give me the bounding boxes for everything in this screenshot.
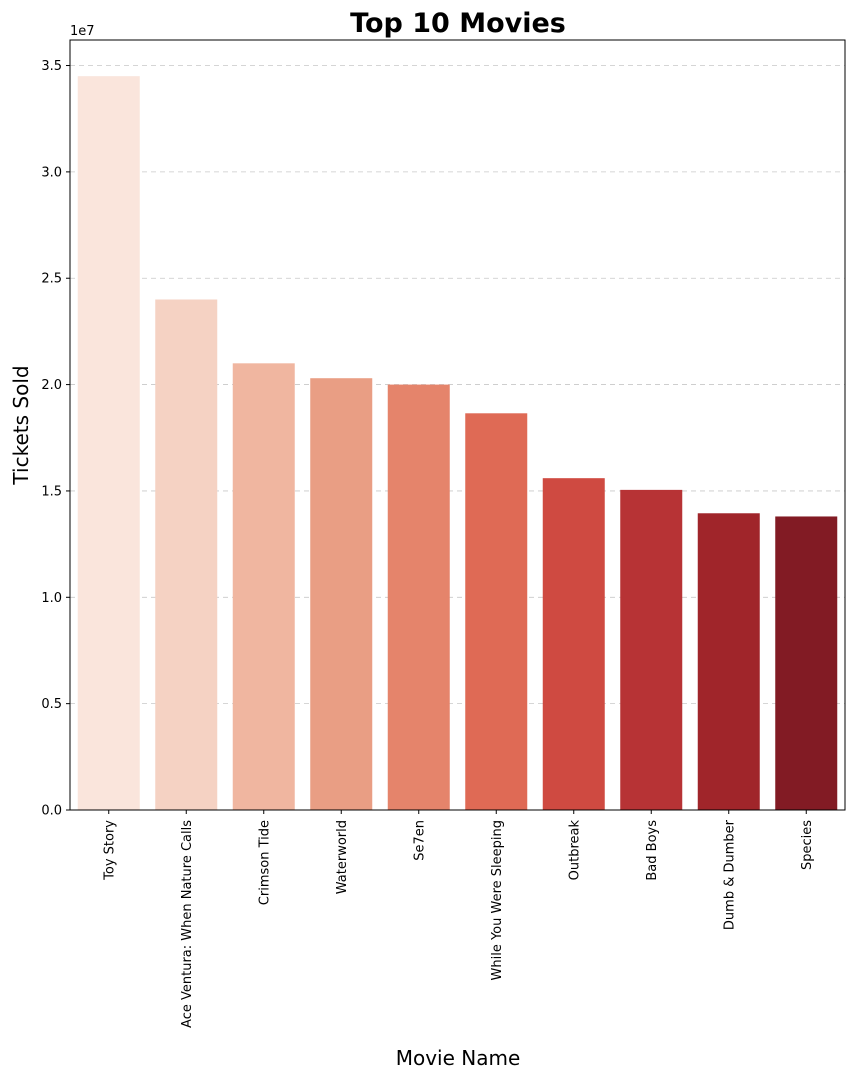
- x-tick-label: Species: [800, 820, 815, 870]
- bars: [77, 76, 838, 810]
- bar: [310, 378, 373, 810]
- y-tick-label: 2.5: [41, 272, 62, 287]
- y-scale-label: 1e7: [70, 24, 95, 39]
- y-tick-label: 3.5: [41, 59, 62, 74]
- y-ticks: 0.0 0.5 1.0 1.5 2.0 2.5 3.0 3.5: [41, 59, 70, 819]
- x-tick-label: Waterworld: [335, 820, 350, 894]
- y-tick-label: 1.0: [41, 591, 62, 606]
- x-axis-label: Movie Name: [396, 1046, 521, 1070]
- bar: [465, 413, 528, 810]
- y-axis-label: Tickets Sold: [9, 365, 33, 485]
- x-tick-label: Se7en: [412, 820, 427, 861]
- bar: [77, 76, 140, 810]
- y-tick-label: 0.5: [41, 697, 62, 712]
- x-tick-label: Toy Story: [102, 820, 117, 881]
- y-tick-label: 2.0: [41, 378, 62, 393]
- x-tick-label: Ace Ventura: When Nature Calls: [180, 820, 195, 1028]
- bar: [387, 384, 450, 810]
- x-tick-label: Crimson Tide: [257, 820, 272, 905]
- y-tick-label: 3.0: [41, 165, 62, 180]
- bar: [542, 478, 605, 810]
- x-ticks: Toy Story Ace Ventura: When Nature Calls C…: [102, 810, 815, 1028]
- bar: [620, 489, 683, 810]
- x-tick-label: While You Were Sleeping: [490, 820, 505, 980]
- bar: [232, 363, 295, 810]
- x-tick-label: Dumb & Dumber: [722, 819, 737, 930]
- bar: [697, 513, 760, 810]
- bar: [775, 516, 838, 810]
- chart-title: Top 10 Movies: [350, 8, 566, 39]
- x-tick-label: Outbreak: [567, 820, 582, 881]
- y-tick-label: 1.5: [41, 484, 62, 499]
- bar: [155, 299, 218, 810]
- y-tick-label: 0.0: [41, 804, 62, 819]
- plot-frame: [69, 39, 846, 811]
- x-tick-label: Bad Boys: [645, 820, 660, 881]
